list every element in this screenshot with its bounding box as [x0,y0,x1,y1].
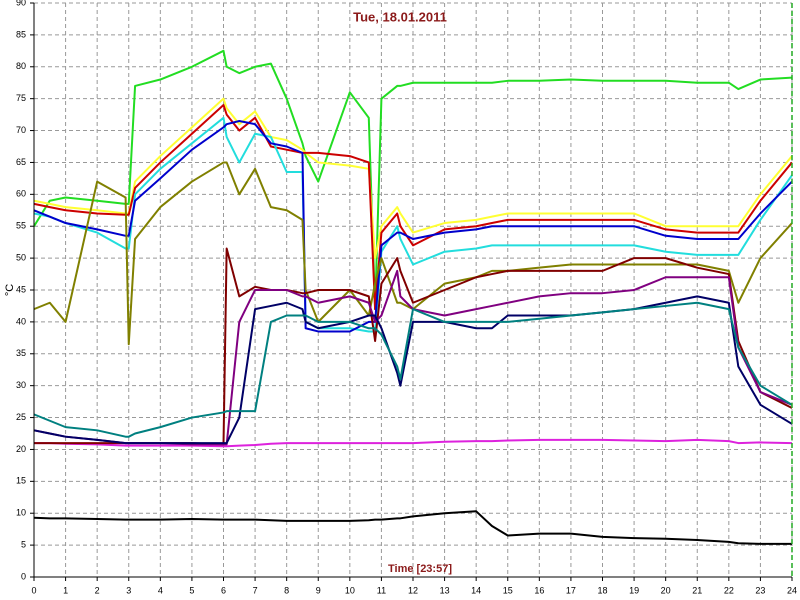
y-tick-label: 85 [16,29,26,39]
x-tick-label: 16 [534,585,544,595]
y-axis-label: °C [4,284,16,296]
x-tick-label: 4 [158,585,163,595]
series-line [33,116,793,333]
x-tick-label: 21 [692,585,702,595]
y-tick-label: 75 [16,93,26,103]
x-tick-label: 24 [787,585,797,595]
y-tick-label: 30 [16,380,26,390]
series-line [33,510,792,545]
y-tick-label: 0 [21,571,26,581]
x-tick-label: 5 [189,585,194,595]
x-tick-label: 20 [661,585,671,595]
y-tick-label: 15 [16,476,26,486]
x-tick-label: 0 [31,585,36,595]
x-tick-label: 9 [316,585,321,595]
x-tick-label: 13 [440,585,450,595]
series-line [33,49,793,311]
y-tick-label: 20 [16,444,26,454]
x-tick-label: 1 [63,585,68,595]
x-tick-label: 23 [755,585,765,595]
x-axis-label: Time [23:57] [388,563,452,575]
x-tick-label: 6 [221,585,226,595]
y-tick-label: 45 [16,284,26,294]
y-tick-label: 40 [16,316,26,326]
y-tick-label: 5 [21,539,26,549]
y-tick-label: 35 [16,348,26,358]
y-tick-label: 50 [16,252,26,262]
lines [33,49,793,545]
grid [30,2,793,581]
x-tick-label: 12 [408,585,418,595]
series-line [33,104,793,311]
y-tick-label: 65 [16,157,26,167]
y-tick-label: 80 [16,61,26,71]
y-tick-label: 60 [16,189,26,199]
x-tick-label: 18 [597,585,607,595]
x-tick-label: 11 [377,585,386,595]
series-line [33,301,793,438]
series-line [33,119,793,333]
y-tick-label: 10 [16,508,26,518]
x-tick-label: 22 [724,585,734,595]
x-tick-label: 7 [253,585,258,595]
x-tick-label: 17 [566,585,576,595]
series-line [34,438,793,448]
y-tick-label: 55 [16,221,26,231]
y-tick-label: 25 [16,412,26,422]
x-tick-label: 15 [503,585,513,595]
x-tick-label: 10 [345,585,355,595]
chart-title: Tue, 18.01.2011 [353,9,447,24]
x-tick-label: 3 [126,585,131,595]
x-tick-label: 14 [471,585,481,595]
y-tick-label: 90 [16,0,26,7]
x-tick-label: 2 [95,585,100,595]
x-tick-label: 19 [629,585,639,595]
x-tick-label: 8 [284,585,289,595]
y-tick-label: 70 [16,125,26,135]
